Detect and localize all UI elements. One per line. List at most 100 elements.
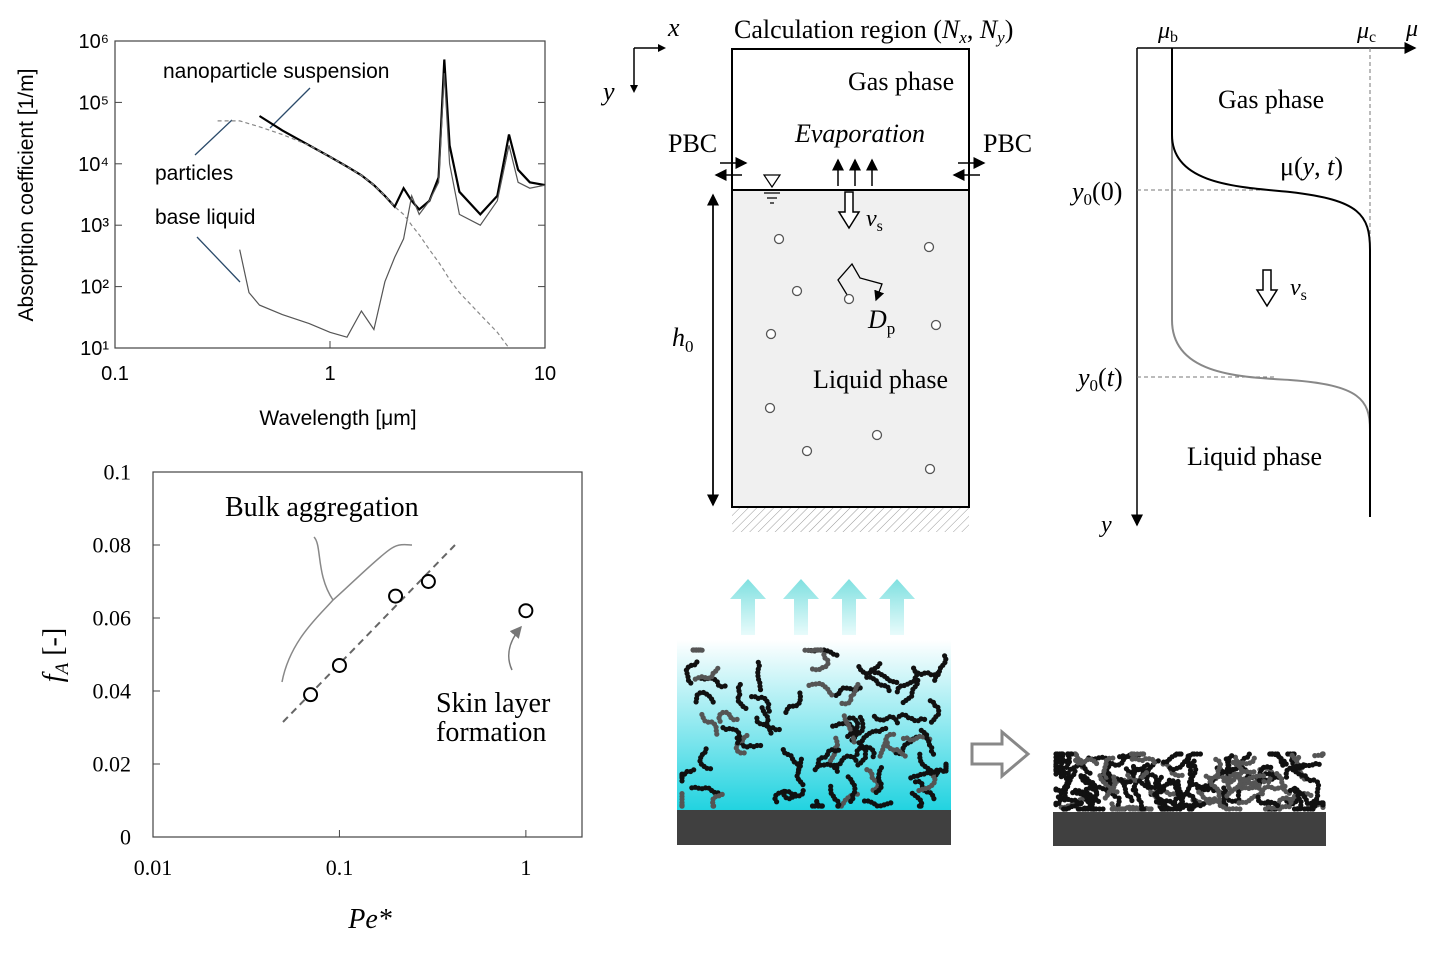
aggregate-particle	[1260, 773, 1267, 779]
t: 0	[1090, 376, 1099, 395]
aggregate-particle	[1053, 751, 1059, 757]
settling-arrow	[837, 191, 861, 230]
x-axis-label: Pe*	[347, 904, 392, 935]
t: y	[1300, 152, 1315, 181]
liquid-region	[732, 190, 969, 507]
aggregate-particle	[891, 731, 897, 737]
aggregate-particle	[918, 803, 924, 809]
aggregate-particle	[915, 677, 921, 684]
aggregate-particle	[834, 652, 840, 658]
region-diagram: x y Calculation region (Nx, Ny) Gas phas…	[600, 13, 1032, 532]
aggregate-particle	[871, 713, 878, 719]
aggregate-particle	[1170, 778, 1176, 784]
aggregate-particle	[1053, 800, 1059, 806]
y-tick-label: 10³	[80, 215, 109, 237]
y-tick-label: 10⁶	[79, 31, 109, 53]
aggregate-particle	[1130, 763, 1137, 770]
t: )	[1334, 152, 1343, 181]
annotation: Bulk aggregation	[225, 492, 419, 523]
point	[518, 603, 534, 619]
y-label-subscript: A	[52, 662, 73, 676]
aggregate-particle	[829, 692, 835, 698]
series-label: base liquid	[155, 206, 255, 229]
series-label: particles	[155, 162, 233, 185]
pbc-label: PBC	[983, 129, 1032, 158]
y0-t: y0(t)	[1075, 363, 1123, 395]
aggregate-particle	[856, 740, 862, 746]
axis-label: x	[667, 13, 680, 42]
aggregate-particle	[714, 731, 720, 737]
aggregate-particle	[1289, 752, 1295, 758]
t: N	[941, 15, 961, 44]
aggregate-particle	[851, 739, 857, 745]
aggregate-particle	[1300, 762, 1307, 768]
t: 0	[1084, 190, 1093, 209]
aggregate-particle	[835, 803, 841, 809]
aggregate-particle	[1268, 764, 1274, 771]
series-line	[258, 59, 546, 217]
aggregate-particle	[798, 756, 805, 762]
aggregate-particle	[1167, 765, 1173, 771]
plot-frame	[152, 471, 583, 838]
annotation: Skin layer	[436, 688, 551, 719]
t: Calculation region (	[734, 15, 942, 44]
y-tick-label: 10¹	[80, 338, 109, 360]
brace	[313, 536, 334, 601]
aggregate-particle	[1158, 784, 1164, 790]
aggregate-particle	[1221, 785, 1227, 791]
aggregate-particle	[780, 747, 786, 753]
x-tick-label: 0.1	[326, 855, 354, 880]
point	[303, 687, 319, 703]
aggregate-particle	[1197, 751, 1203, 757]
profile-label: μ(y, t)	[1280, 152, 1343, 181]
aggregate-particle	[1237, 775, 1243, 781]
gas-label: Gas phase	[848, 67, 954, 96]
aggregate-particle	[693, 699, 699, 705]
aggregate-particle	[679, 802, 685, 808]
aggregate-particle	[845, 733, 851, 740]
aggregate-particle	[888, 800, 894, 806]
point	[331, 657, 347, 673]
aggregate-particle	[1262, 806, 1269, 812]
t: (	[1098, 363, 1107, 392]
aggregate-particle	[1266, 779, 1272, 785]
random-walk	[837, 262, 885, 302]
t: ,	[1314, 152, 1327, 181]
t: c	[1369, 29, 1376, 46]
aggregate-particle	[1164, 806, 1171, 812]
arrow	[508, 625, 522, 671]
t: μ	[1356, 18, 1369, 44]
leader-lines	[194, 87, 311, 283]
aggregates	[679, 647, 1326, 812]
x-tick-label: 0.1	[101, 363, 129, 385]
aggregate-particle	[768, 730, 774, 736]
series-line	[239, 73, 546, 338]
aggregate-particle	[864, 767, 870, 773]
aggregate-particle	[1200, 801, 1207, 807]
t: D	[867, 305, 887, 334]
aggregate-particle	[1069, 751, 1075, 757]
aggregate-particle	[1100, 806, 1106, 812]
aggregate-particle	[1213, 756, 1219, 763]
aggregate-particle	[931, 796, 937, 802]
aggregate-particle	[692, 676, 698, 682]
aggregate-particle	[830, 723, 836, 729]
water-level	[762, 174, 782, 204]
aggregate-particle	[1196, 789, 1202, 795]
aggregate-particle	[1125, 772, 1131, 778]
particles	[764, 233, 942, 475]
aggregate-particle	[1319, 751, 1325, 757]
aggregate-particle	[817, 647, 824, 653]
aggregate-particle	[833, 692, 839, 699]
t: x	[958, 28, 967, 47]
aggregate-particle	[1179, 772, 1185, 778]
aggregate-particle	[815, 760, 821, 766]
aggregate-particle	[1074, 790, 1080, 796]
gas-label: Gas phase	[1218, 85, 1324, 114]
aggregate-particle	[833, 735, 839, 741]
y-tick-label: 0.08	[93, 533, 132, 558]
aggregate-particle	[1255, 794, 1261, 800]
substrate	[732, 508, 969, 532]
profile	[1171, 48, 1371, 517]
t: (0)	[1092, 177, 1122, 206]
